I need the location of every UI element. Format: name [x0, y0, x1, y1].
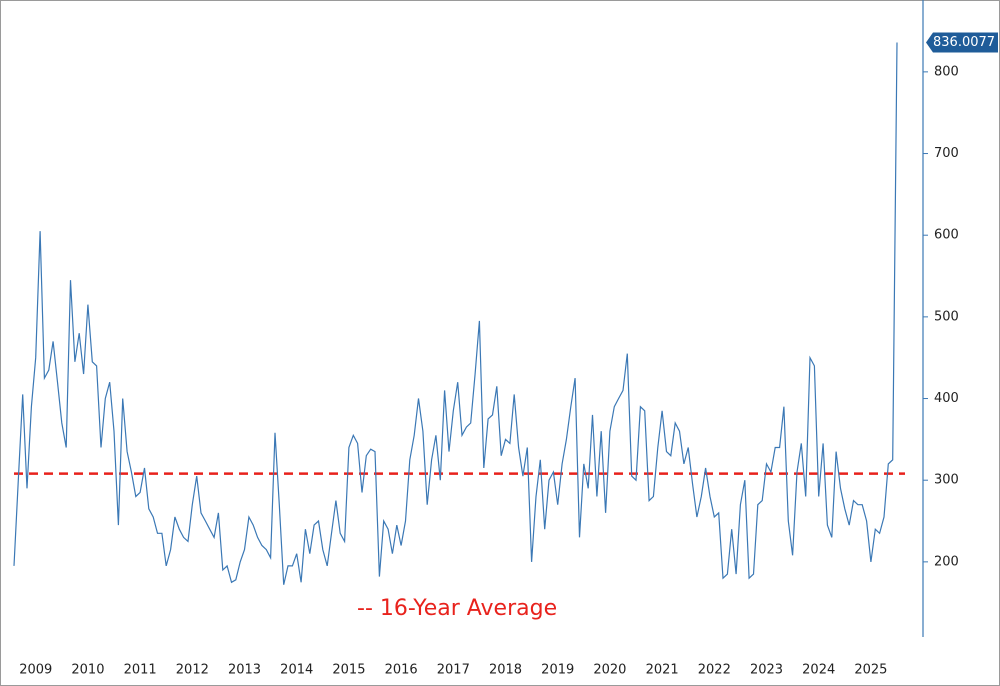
x-tick-label: 2009	[19, 663, 52, 678]
x-tick-label: 2011	[124, 663, 157, 678]
x-tick-label: 2015	[332, 663, 365, 678]
x-tick-label: 2016	[385, 663, 418, 678]
y-tick-label: 700	[934, 146, 959, 161]
last-value-label: 836.0077	[933, 35, 995, 50]
y-tick-label: 500	[934, 309, 959, 324]
x-tick-label: 2022	[698, 663, 731, 678]
x-tick-label: 2025	[854, 663, 887, 678]
y-tick-label: 200	[934, 554, 959, 569]
x-tick-label: 2020	[593, 663, 626, 678]
x-tick-label: 2013	[228, 663, 261, 678]
y-tick-label: 800	[934, 64, 959, 79]
x-tick-label: 2023	[750, 663, 783, 678]
x-tick-label: 2014	[280, 663, 313, 678]
x-tick-label: 2012	[176, 663, 209, 678]
series-line	[13, 42, 898, 585]
average-label: -- 16-Year Average	[357, 596, 557, 621]
x-tick-label: 2024	[802, 663, 835, 678]
x-tick-label: 2021	[646, 663, 679, 678]
x-tick-label: 2018	[489, 663, 522, 678]
y-tick-label: 600	[934, 228, 959, 243]
y-tick-label: 300	[934, 473, 959, 488]
y-tick-label: 400	[934, 391, 959, 406]
last-value-tag	[926, 32, 998, 53]
x-tick-label: 2019	[541, 663, 574, 678]
x-tick-label: 2010	[71, 663, 104, 678]
x-tick-label: 2017	[437, 663, 470, 678]
